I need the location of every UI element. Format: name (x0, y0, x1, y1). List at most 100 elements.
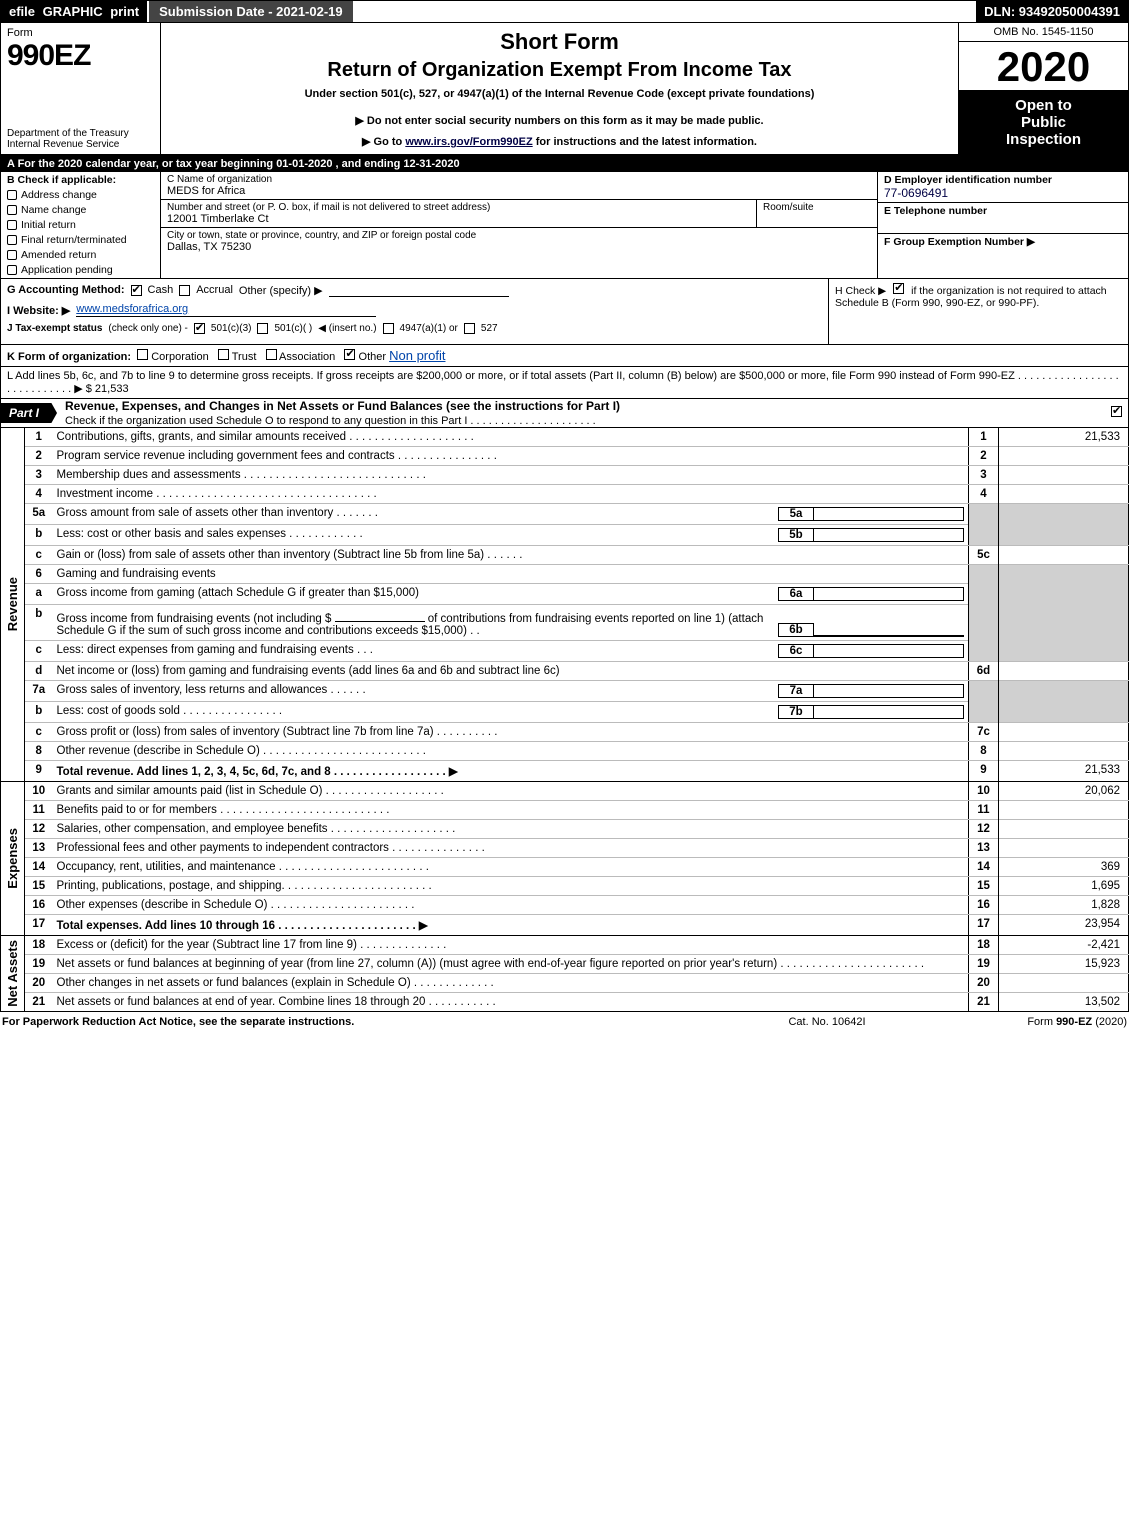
line-desc-text: Gross income from gaming (attach Schedul… (57, 587, 779, 601)
opt-initial-return[interactable]: Initial return (7, 219, 154, 231)
inner-val (814, 587, 964, 601)
part-1-header: Part I Revenue, Expenses, and Changes in… (0, 399, 1129, 428)
line-ref: 6d (969, 662, 999, 681)
shade-cell (999, 681, 1129, 723)
return-title: Return of Organization Exempt From Incom… (171, 59, 948, 82)
no-ssn-warning: ▶ Do not enter social security numbers o… (171, 114, 948, 127)
k-other-value: Non profit (389, 348, 445, 363)
shade-cell (969, 504, 999, 546)
header-block: Form 990EZ Department of the Treasury In… (0, 23, 1129, 156)
line-value (999, 447, 1129, 466)
table-row: Expenses 10 Grants and similar amounts p… (1, 782, 1129, 801)
j-label: J Tax-exempt status (7, 323, 102, 334)
line-num: 5a (25, 504, 53, 525)
line-ref: 19 (969, 955, 999, 974)
opt-application-pending[interactable]: Application pending (7, 264, 154, 276)
line-ref: 9 (969, 761, 999, 782)
section-f: F Group Exemption Number ▶ (878, 234, 1128, 250)
line-value (999, 546, 1129, 565)
line-value (999, 485, 1129, 504)
checkbox-other[interactable] (344, 349, 355, 360)
opt-final-return[interactable]: Final return/terminated (7, 234, 154, 246)
address-label: Number and street (or P. O. box, if mail… (167, 202, 750, 213)
section-j: J Tax-exempt status (check only one) - 5… (7, 323, 822, 334)
checkbox-4947[interactable] (383, 323, 394, 334)
line-desc-text: Less: cost or other basis and sales expe… (57, 528, 779, 542)
section-d: D Employer identification number 77-0696… (878, 172, 1128, 203)
line-desc: Benefits paid to or for members . . . . … (53, 801, 969, 820)
table-row: a Gross income from gaming (attach Sched… (1, 584, 1129, 605)
k-other: Other (359, 351, 387, 363)
checkbox-501c3[interactable] (194, 323, 205, 334)
checkbox-corp[interactable] (137, 349, 148, 360)
line-desc: Less: cost of goods sold . . . . . . . .… (53, 702, 969, 723)
checkbox-527[interactable] (464, 323, 475, 334)
section-k: K Form of organization: Corporation Trus… (0, 345, 1129, 367)
goto-link[interactable]: www.irs.gov/Form990EZ (405, 136, 532, 148)
table-row: 9 Total revenue. Add lines 1, 2, 3, 4, 5… (1, 761, 1129, 782)
line-ref: 17 (969, 915, 999, 936)
goto-line: ▶ Go to www.irs.gov/Form990EZ for instru… (171, 135, 948, 148)
line-num: 16 (25, 896, 53, 915)
header-left: Form 990EZ Department of the Treasury In… (1, 23, 161, 154)
6b-amount-input[interactable] (335, 608, 425, 622)
j-4947: 4947(a)(1) or (400, 323, 458, 334)
page-footer: For Paperwork Reduction Act Notice, see … (0, 1012, 1129, 1028)
line-num: c (25, 641, 53, 662)
table-row: 7a Gross sales of inventory, less return… (1, 681, 1129, 702)
table-row: 21 Net assets or fund balances at end of… (1, 993, 1129, 1012)
line-num: 17 (25, 915, 53, 936)
line-ref: 4 (969, 485, 999, 504)
checkbox-cash[interactable] (131, 285, 142, 296)
line-ref: 5c (969, 546, 999, 565)
table-row: 11 Benefits paid to or for members . . .… (1, 801, 1129, 820)
goto-post: for instructions and the latest informat… (536, 136, 757, 148)
section-b-header: B Check if applicable: (7, 174, 154, 186)
checkbox-icon (7, 190, 17, 200)
line-desc: Other expenses (describe in Schedule O) … (53, 896, 969, 915)
checkbox-accrual[interactable] (179, 285, 190, 296)
line-desc: Total expenses. Add lines 10 through 16 … (53, 915, 969, 936)
checkbox-assoc[interactable] (266, 349, 277, 360)
print-button[interactable]: print (110, 4, 139, 19)
checkbox-h[interactable] (893, 283, 904, 294)
k-assoc: Association (279, 351, 335, 363)
header-center: Short Form Return of Organization Exempt… (161, 23, 958, 154)
checkbox-501c[interactable] (257, 323, 268, 334)
inner-val (814, 635, 964, 637)
line-num: b (25, 702, 53, 723)
form-number: 990EZ (7, 39, 154, 73)
checkbox-schedule-o[interactable] (1111, 406, 1122, 417)
checkbox-icon (7, 265, 17, 275)
short-form-title: Short Form (171, 29, 948, 55)
opt-name-change[interactable]: Name change (7, 204, 154, 216)
line-desc: Gross income from gaming (attach Schedul… (53, 584, 969, 605)
website-link[interactable]: www.medsforafrica.org (76, 303, 376, 317)
line-value (999, 742, 1129, 761)
line-num: 14 (25, 858, 53, 877)
checkbox-trust[interactable] (218, 349, 229, 360)
inner-val (814, 705, 964, 719)
omb-number: OMB No. 1545-1150 (959, 23, 1128, 42)
form-label: Form (7, 27, 154, 39)
k-label: K Form of organization: (7, 351, 131, 363)
bcde-block: B Check if applicable: Address change Na… (0, 172, 1129, 279)
inner-num: 6c (778, 644, 814, 658)
line-ref: 20 (969, 974, 999, 993)
line-desc-text: Gross sales of inventory, less returns a… (57, 684, 779, 698)
ghij-block: G Accounting Method: Cash Accrual Other … (0, 279, 1129, 345)
j-501c: 501(c)( ) (274, 323, 312, 334)
shade-cell (999, 504, 1129, 546)
other-specify-input[interactable] (329, 283, 509, 297)
opt-amended-return[interactable]: Amended return (7, 249, 154, 261)
line-num: 15 (25, 877, 53, 896)
section-de: D Employer identification number 77-0696… (878, 172, 1128, 278)
section-g: G Accounting Method: Cash Accrual Other … (7, 283, 822, 297)
efile-badge[interactable]: efile GRAPHIC print (1, 1, 147, 22)
table-row: Revenue 1 Contributions, gifts, grants, … (1, 428, 1129, 447)
opt-address-change[interactable]: Address change (7, 189, 154, 201)
line-value (999, 801, 1129, 820)
shade-cell (969, 681, 999, 723)
line-value (999, 662, 1129, 681)
inner-num: 7b (778, 705, 814, 719)
